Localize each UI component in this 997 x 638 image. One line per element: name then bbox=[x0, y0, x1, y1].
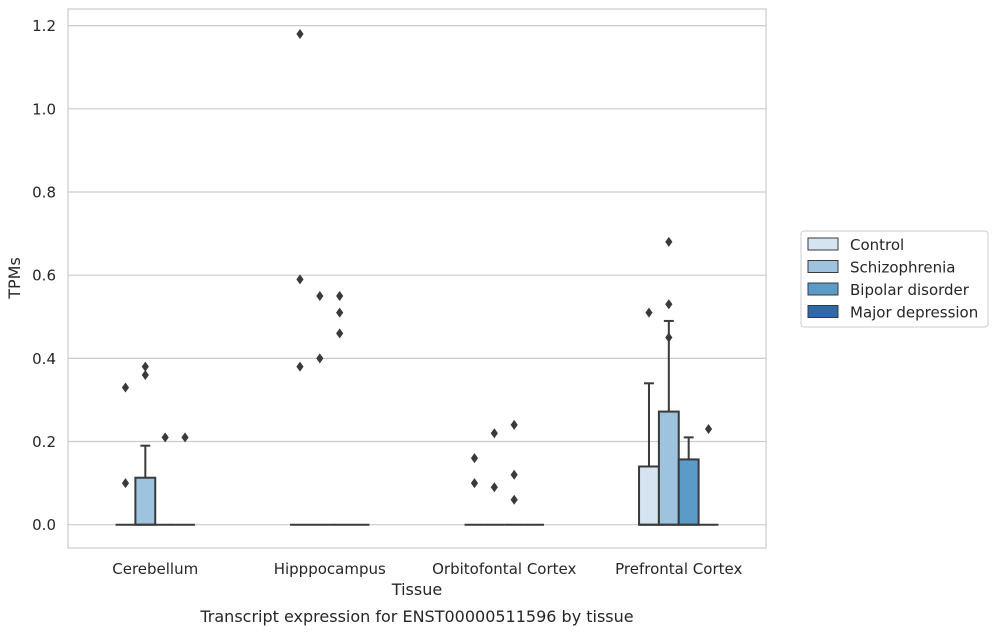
outlier-point bbox=[665, 332, 673, 343]
x-tick-label: Cerebellum bbox=[112, 560, 198, 578]
legend-swatch bbox=[807, 305, 839, 318]
legend-label: Schizophrenia bbox=[850, 259, 955, 277]
outlier-point bbox=[510, 494, 518, 505]
y-tick-label: 0.8 bbox=[32, 183, 56, 201]
box bbox=[134, 476, 157, 526]
box-group bbox=[134, 361, 157, 526]
outlier-point bbox=[296, 274, 304, 285]
outlier-point bbox=[141, 361, 149, 372]
outlier-point bbox=[316, 290, 324, 301]
box-group bbox=[657, 236, 680, 526]
x-tick-labels: Cerebellum Hipppocampus Orbitofontal Corte… bbox=[112, 560, 742, 578]
outlier-point bbox=[161, 432, 169, 443]
legend-swatch bbox=[807, 260, 839, 273]
legend-items: Control Schizophrenia Bipolar disorder Majo… bbox=[807, 236, 978, 322]
x-tick-label: Hipppocampus bbox=[274, 560, 386, 578]
outlier-point bbox=[181, 432, 189, 443]
box-group bbox=[698, 424, 719, 526]
y-tick-labels: 0.0 0.2 0.4 0.6 0.8 1.0 1.2 bbox=[32, 17, 56, 534]
box bbox=[638, 465, 660, 526]
y-tick-label: 1.0 bbox=[32, 100, 56, 118]
y-tick-label: 0.0 bbox=[32, 516, 56, 534]
y-tick-label: 0.2 bbox=[32, 433, 56, 451]
box bbox=[677, 458, 700, 526]
box-group bbox=[309, 290, 330, 526]
outlier-point bbox=[316, 353, 324, 364]
outlier-point bbox=[510, 419, 518, 430]
outlier-point bbox=[704, 424, 713, 435]
legend-swatch bbox=[807, 282, 839, 296]
box-group bbox=[677, 436, 700, 526]
legend-swatch bbox=[807, 237, 839, 251]
box bbox=[657, 410, 680, 526]
outlier-point bbox=[470, 478, 479, 489]
box-group bbox=[175, 432, 195, 526]
box-group bbox=[484, 428, 505, 526]
legend-frame bbox=[800, 230, 989, 328]
box-plots bbox=[115, 28, 719, 526]
plot-frame bbox=[67, 8, 767, 549]
outlier-point bbox=[490, 428, 498, 439]
x-axis-label: Tissue bbox=[391, 580, 442, 599]
legend-label: Bipolar disorder bbox=[850, 281, 970, 299]
legend: Control Schizophrenia Bipolar disorder Majo… bbox=[800, 230, 989, 328]
legend-label: Control bbox=[850, 236, 904, 254]
box-group bbox=[638, 307, 660, 526]
outlier-point bbox=[296, 28, 304, 39]
box-group bbox=[155, 432, 176, 526]
outlier-point bbox=[490, 482, 498, 493]
box-group bbox=[290, 28, 310, 526]
outlier-point bbox=[121, 478, 130, 489]
y-tick-label: 0.6 bbox=[32, 267, 56, 285]
legend-label: Major depression bbox=[850, 304, 978, 322]
box-group bbox=[115, 382, 136, 526]
box-group bbox=[464, 453, 485, 526]
box-group bbox=[329, 290, 350, 526]
y-axis-label: TPMs bbox=[5, 257, 24, 300]
outlier-point bbox=[510, 469, 518, 480]
x-tick-label: Prefrontal Cortex bbox=[615, 560, 742, 578]
y-tick-label: 1.2 bbox=[32, 17, 56, 35]
x-tick-label: Orbitofontal Cortex bbox=[432, 560, 576, 578]
outlier-point bbox=[336, 307, 344, 318]
outlier-point bbox=[665, 236, 673, 247]
y-tick-label: 0.4 bbox=[32, 350, 56, 368]
outlier-point bbox=[336, 290, 344, 301]
chart-caption: Transcript expression for ENST0000051159… bbox=[199, 607, 633, 626]
outlier-point bbox=[470, 453, 479, 464]
outlier-point bbox=[645, 307, 653, 318]
outlier-point bbox=[296, 361, 304, 372]
outlier-point bbox=[665, 299, 673, 310]
outlier-point bbox=[121, 382, 130, 393]
box-group bbox=[504, 419, 525, 526]
outlier-point bbox=[141, 369, 149, 380]
outlier-point bbox=[336, 328, 344, 339]
